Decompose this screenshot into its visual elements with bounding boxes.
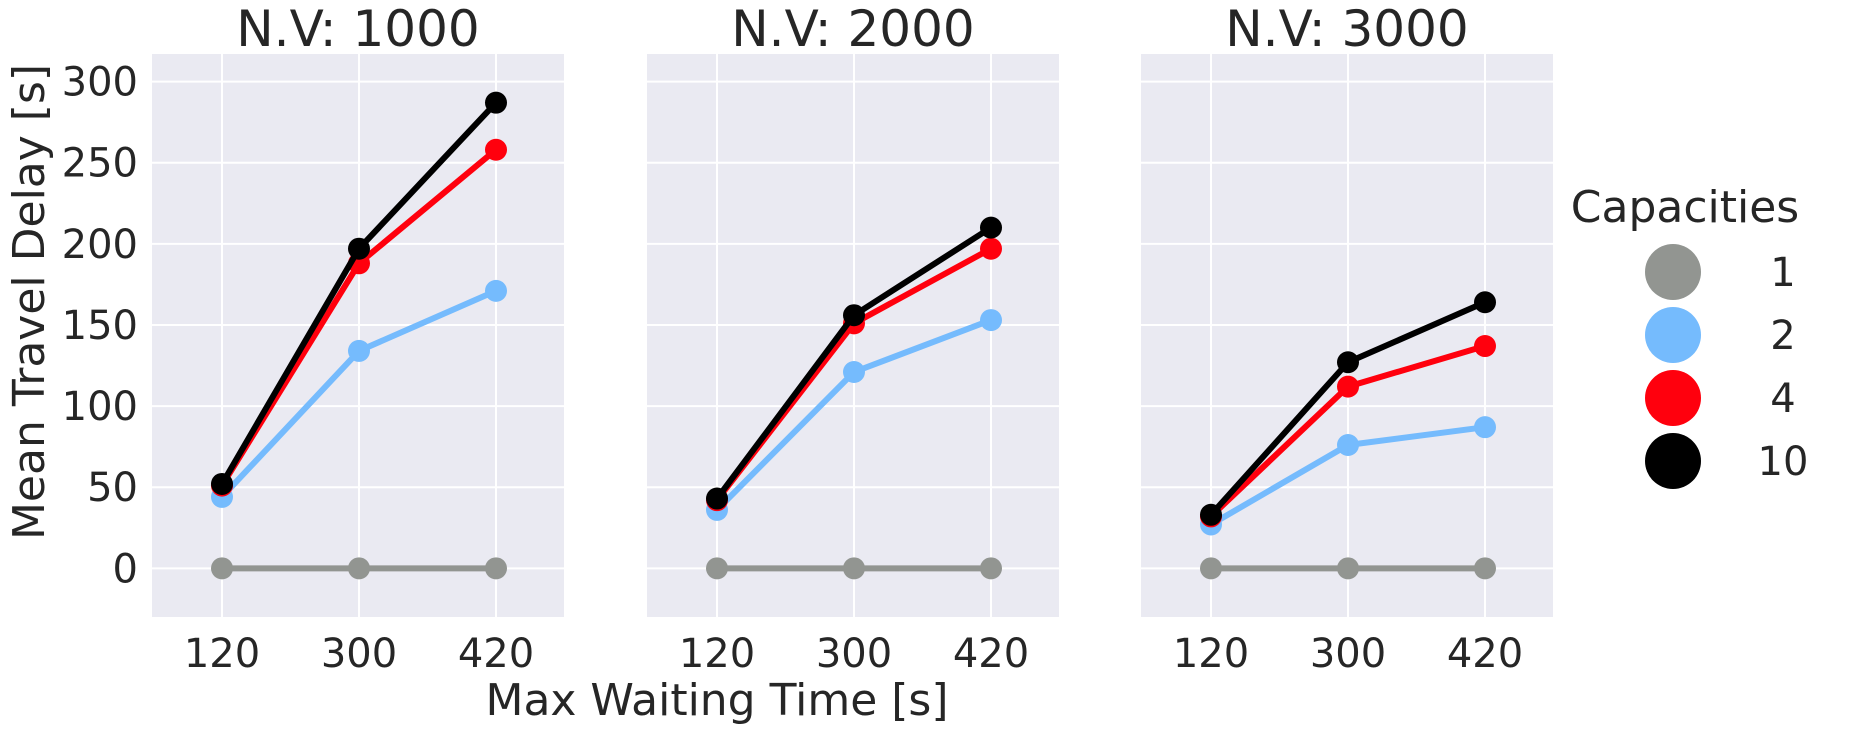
x-tick-label: 120 (184, 631, 260, 677)
data-point (348, 237, 370, 260)
data-point (1200, 557, 1222, 580)
legend-label: 4 (1770, 376, 1795, 422)
series-10 (706, 216, 1002, 510)
legend-label: 2 (1770, 313, 1795, 359)
data-point (980, 557, 1002, 580)
x-tick-label: 420 (458, 631, 534, 677)
series-1 (211, 557, 507, 580)
data-point (485, 91, 507, 114)
x-tick-label: 120 (679, 631, 755, 677)
y-tick-label: 50 (87, 465, 138, 511)
data-point (348, 339, 370, 362)
x-tick-label: 300 (1310, 631, 1386, 677)
y-axis-label: Mean Travel Delay [s] (4, 64, 55, 540)
data-point (843, 557, 865, 580)
panel-3: N.V: 3000 120 300 420 (1141, 0, 1553, 677)
data-point (843, 361, 865, 384)
panel-title: N.V: 1000 (236, 0, 479, 58)
legend-label: 10 (1758, 439, 1809, 485)
data-point (1200, 503, 1222, 526)
x-tick-label: 300 (321, 631, 397, 677)
data-point (1474, 416, 1496, 439)
series-10 (211, 91, 507, 495)
data-point (348, 557, 370, 580)
y-tick-label: 250 (62, 141, 138, 187)
data-point (485, 138, 507, 161)
data-point (1337, 351, 1359, 374)
legend-marker (1645, 433, 1701, 489)
y-tick-label: 300 (62, 60, 138, 106)
data-point (485, 557, 507, 580)
legend: Capacities 1 2 4 10 (1571, 182, 1809, 489)
data-point (980, 216, 1002, 239)
data-point (1474, 291, 1496, 314)
y-tick-label: 150 (62, 303, 138, 349)
data-point (843, 304, 865, 327)
legend-marker (1645, 370, 1701, 426)
x-tick-label: 420 (953, 631, 1029, 677)
data-point (485, 279, 507, 302)
x-tick-label: 420 (1447, 631, 1523, 677)
series-10 (1200, 291, 1496, 526)
series-2 (211, 279, 507, 508)
legend-label: 1 (1770, 250, 1795, 296)
y-tick-label: 200 (62, 222, 138, 268)
legend-marker (1645, 307, 1701, 363)
legend-marker (1645, 244, 1701, 300)
data-point (706, 487, 728, 510)
series-1 (1200, 557, 1496, 580)
y-tick-label: 0 (113, 546, 138, 592)
legend-title: Capacities (1571, 182, 1799, 233)
y-tick-label: 100 (62, 384, 138, 430)
data-point (1337, 375, 1359, 398)
panel-1: N.V: 1000 120 300 420 0 50 100 150 200 250 300 (62, 0, 564, 677)
series-1 (706, 557, 1002, 580)
x-tick-label: 300 (816, 631, 892, 677)
data-point (1474, 557, 1496, 580)
data-point (1337, 557, 1359, 580)
data-point (1337, 434, 1359, 457)
data-point (211, 557, 233, 580)
x-axis-label: Max Waiting Time [s] (485, 675, 948, 726)
data-point (980, 309, 1002, 332)
panel-title: N.V: 3000 (1225, 0, 1468, 58)
data-point (211, 472, 233, 495)
panel-2: N.V: 2000 120 300 420 (647, 0, 1059, 677)
data-point (980, 237, 1002, 260)
data-point (1474, 335, 1496, 358)
panel-title: N.V: 2000 (731, 0, 974, 58)
data-point (706, 557, 728, 580)
x-tick-label: 120 (1173, 631, 1249, 677)
